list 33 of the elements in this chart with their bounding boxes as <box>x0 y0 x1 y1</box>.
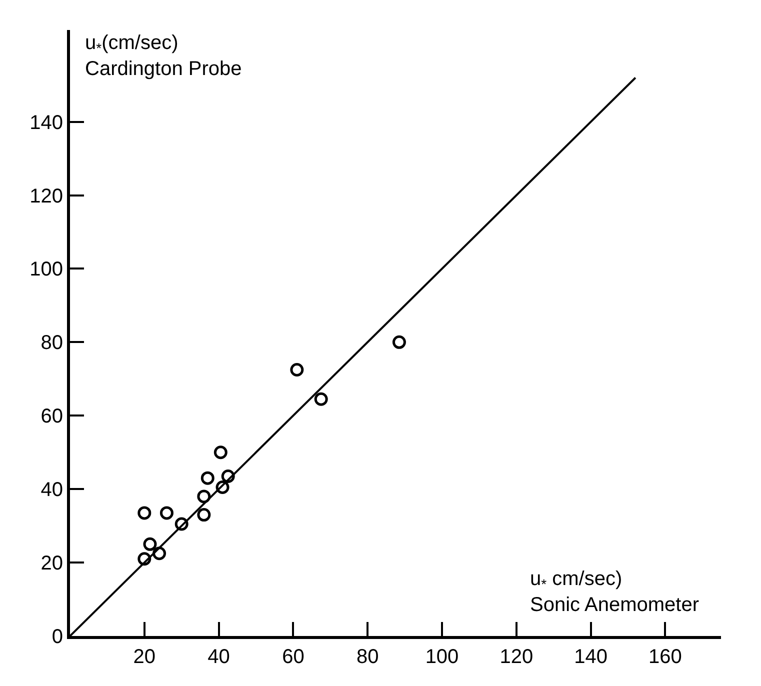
point <box>392 335 406 349</box>
y-tick-label: 140 <box>30 112 63 134</box>
point <box>152 546 166 560</box>
point <box>290 362 304 376</box>
point <box>138 506 152 520</box>
point <box>174 517 188 531</box>
point <box>216 480 230 494</box>
point <box>160 506 174 520</box>
x-tick-label: 40 <box>208 646 230 668</box>
x-tick-label: 100 <box>425 646 459 668</box>
y-tick-label: 0 <box>52 626 63 648</box>
y-tick-label: 20 <box>40 552 63 575</box>
point <box>197 508 211 522</box>
y-axis-title: u$_{*}$(cm/sec) Cardington Probe <box>85 32 242 80</box>
x-axis-title: u$_{*}$ cm/sec) Sonic Anemometer <box>530 568 700 616</box>
x-tick-label: 120 <box>500 646 534 668</box>
point <box>197 490 211 504</box>
x-tick-label: 60 <box>282 646 304 668</box>
x-tick-label: 20 <box>133 646 156 668</box>
point <box>200 471 214 485</box>
x-tick-label: 80 <box>356 646 379 668</box>
point <box>138 552 152 566</box>
y-tick-label: 120 <box>30 185 63 208</box>
y-tick-label: 100 <box>30 258 63 281</box>
x-tick-label: 160 <box>648 646 682 668</box>
y-tick-label: 80 <box>40 332 63 354</box>
y-tick-label: 60 <box>40 406 63 428</box>
y-tick-label: 40 <box>40 479 63 502</box>
point <box>221 469 235 483</box>
point <box>314 392 328 406</box>
x-tick-label: 140 <box>574 646 608 668</box>
point <box>214 446 228 460</box>
point <box>143 537 157 551</box>
